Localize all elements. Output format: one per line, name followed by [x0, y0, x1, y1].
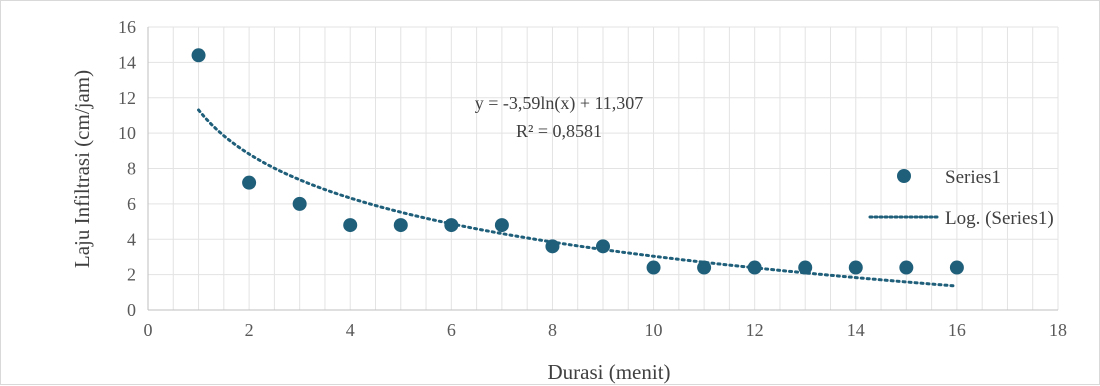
y-tick-label: 16: [118, 17, 136, 37]
grid: [148, 26, 1059, 310]
x-tick-label: 18: [1049, 320, 1067, 340]
data-point: [494, 218, 509, 233]
y-tick-label: 4: [127, 229, 136, 249]
y-axis-title: Laju Infiltrasi (cm/jam): [70, 70, 94, 268]
trendline: [197, 108, 959, 288]
x-tick-label: 4: [346, 320, 355, 340]
y-tick-label: 12: [118, 88, 136, 108]
x-tick-label: 16: [948, 320, 966, 340]
y-tick-label: 14: [118, 52, 136, 72]
x-tick-label: 14: [847, 320, 865, 340]
y-tick-label: 6: [127, 194, 136, 214]
data-point: [747, 260, 762, 275]
x-tick-label: 10: [645, 320, 663, 340]
trendline-path: [197, 108, 959, 288]
data-point: [646, 260, 661, 275]
legend-series1-marker: [897, 169, 911, 183]
data-point: [949, 260, 964, 275]
x-axis-title: Durasi (menit): [547, 360, 670, 384]
legend: Series1 Log. (Series1): [868, 167, 1054, 229]
data-point: [343, 218, 358, 233]
y-tick-label: 10: [118, 123, 136, 143]
data-point: [242, 175, 257, 190]
trendline-r-squared: R² = 0,8581: [516, 121, 602, 141]
x-tick-label: 6: [447, 320, 456, 340]
trendline-equation: y = -3,59ln(x) + 11,307: [475, 93, 644, 114]
data-point: [899, 260, 914, 275]
data-point: [848, 260, 863, 275]
data-point: [798, 260, 813, 275]
data-point: [697, 260, 712, 275]
data-point: [596, 239, 610, 254]
data-point: [444, 218, 459, 233]
x-tick-label: 12: [746, 320, 764, 340]
data-point: [292, 196, 307, 211]
x-tick-label: 0: [144, 320, 153, 340]
axes: [147, 27, 1058, 311]
data-point: [545, 239, 560, 254]
x-tick-label: 8: [548, 320, 557, 340]
data-point: [393, 218, 408, 233]
x-tick-label: 2: [245, 320, 254, 340]
data-point: [191, 48, 206, 63]
tick-labels: 0 2 4 6 8 10 12 14 16 18 0 2 4 6 8 10 12 14 16: [118, 17, 1067, 340]
legend-series1-label: Series1: [945, 167, 1001, 188]
data-points: [191, 48, 964, 275]
y-tick-label: 2: [127, 265, 136, 285]
y-tick-label: 0: [127, 300, 136, 320]
legend-trendline-label: Log. (Series1): [945, 208, 1054, 229]
y-tick-label: 8: [127, 159, 136, 179]
